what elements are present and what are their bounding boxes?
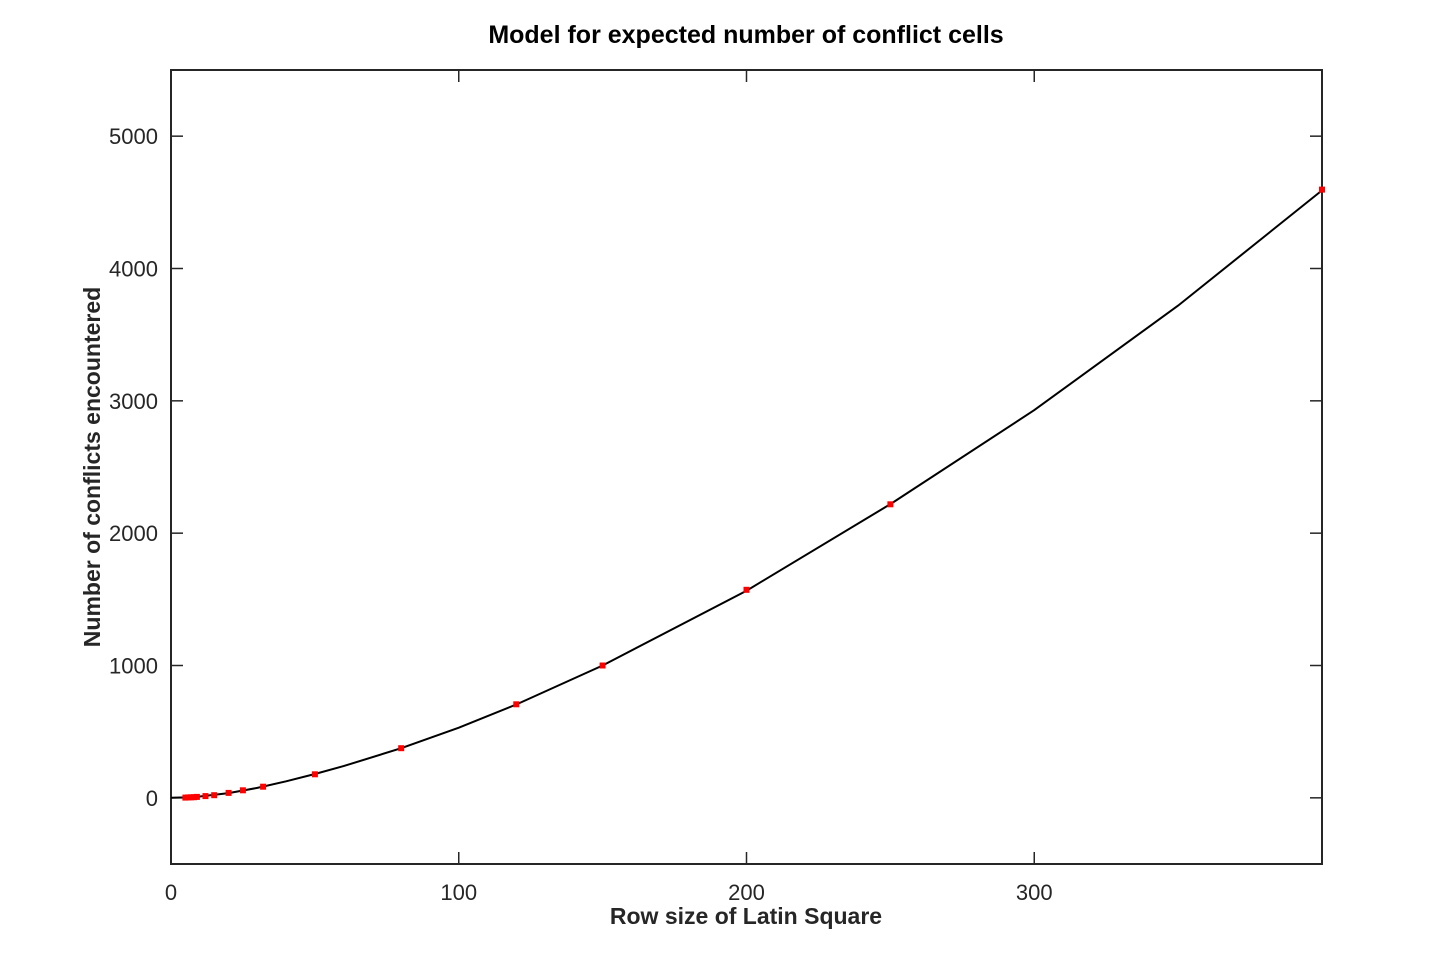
data-point [239, 787, 246, 794]
data-point [743, 586, 750, 593]
data-point [398, 745, 405, 752]
y-tick-label: 2000 [109, 521, 158, 546]
data-point [193, 793, 200, 800]
y-axis-ticks: 0 1000 2000 3000 4000 5000 [109, 124, 1322, 811]
x-axis-label: Row size of Latin Square [610, 903, 882, 929]
data-point [202, 793, 209, 800]
data-point [887, 501, 894, 508]
data-point [599, 662, 606, 669]
model-curve-layer [170, 189, 1323, 799]
y-tick-label: 3000 [109, 389, 158, 414]
model-fit-curve [170, 189, 1323, 799]
y-tick-label: 4000 [109, 257, 158, 282]
data-point [225, 789, 232, 796]
x-tick-label: 100 [440, 880, 477, 905]
x-tick-label: 0 [165, 880, 177, 905]
data-point [311, 771, 318, 778]
plot-border [170, 69, 1323, 865]
plot-frame [170, 69, 1323, 865]
x-tick-label: 200 [728, 880, 765, 905]
data-point [211, 792, 218, 799]
data-point [260, 783, 267, 790]
y-tick-label: 1000 [109, 654, 158, 679]
data-points-layer [182, 186, 1325, 801]
data-point [1319, 186, 1325, 193]
x-tick-label: 300 [1016, 880, 1053, 905]
y-axis-label: Number of conflicts encountered [79, 287, 105, 647]
y-tick-label: 0 [146, 786, 158, 811]
chart-title: Model for expected number of conflict ce… [488, 21, 1003, 49]
y-tick-label: 5000 [109, 124, 158, 149]
data-point [513, 701, 520, 708]
x-axis-ticks: 0 100 200 300 [165, 70, 1053, 905]
